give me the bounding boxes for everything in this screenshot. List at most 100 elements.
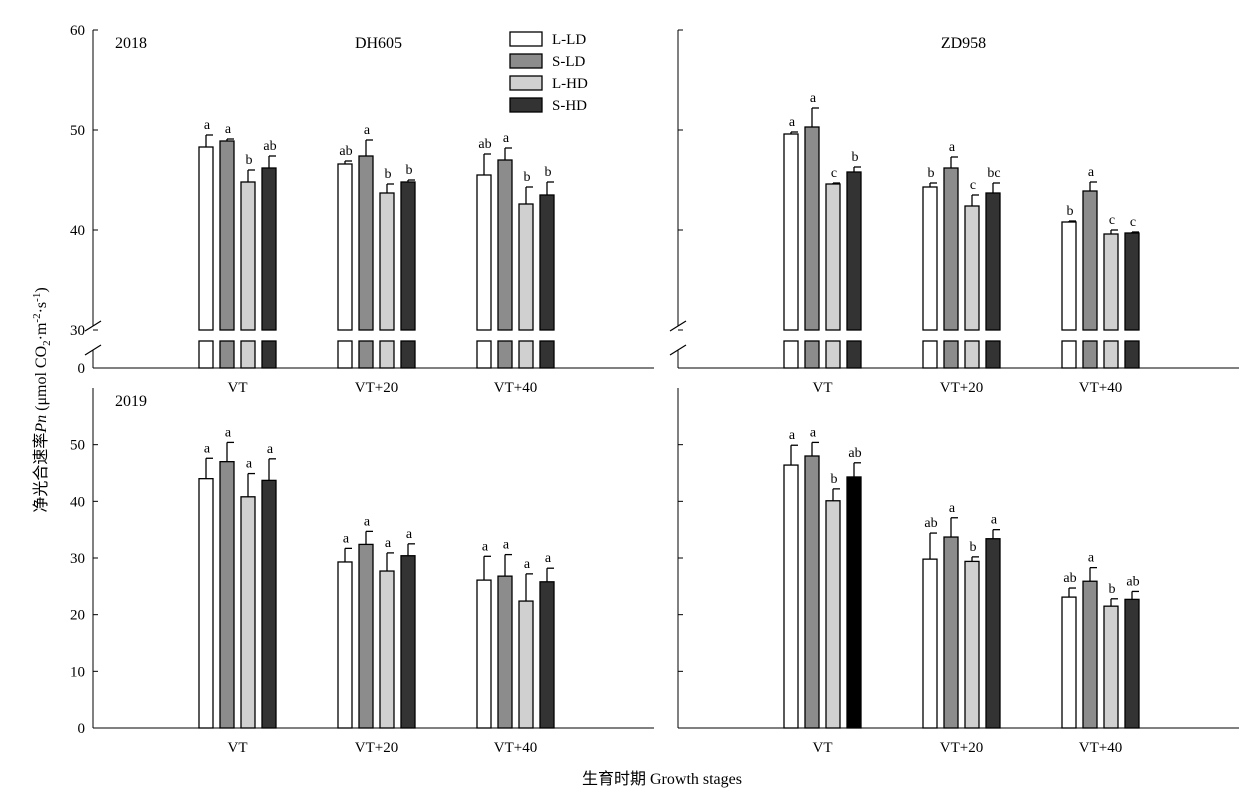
x-tick-label: VT+40 bbox=[494, 740, 537, 756]
x-tick-label: VT+20 bbox=[940, 740, 983, 756]
bar-S-LD bbox=[219, 140, 235, 331]
sig-letter: c bbox=[831, 166, 837, 181]
y-axis-title-part: -1 bbox=[31, 293, 43, 302]
x-axis-title: 生育时期 Growth stages bbox=[582, 770, 742, 788]
bar-L-HD bbox=[964, 560, 980, 729]
y-axis-title-part: ) bbox=[33, 287, 50, 292]
bar-S-HD bbox=[400, 181, 416, 331]
sig-letter: b bbox=[852, 150, 859, 165]
y-tick-label: 10 bbox=[70, 664, 85, 680]
bar-stub-L-HD bbox=[240, 340, 256, 369]
bar-stub-S-HD bbox=[985, 340, 1001, 369]
y-tick-label: 40 bbox=[70, 223, 85, 239]
sig-letter: a bbox=[267, 442, 274, 457]
bar-S-LD bbox=[943, 167, 959, 331]
sig-letter: a bbox=[524, 557, 531, 572]
sig-letter: a bbox=[1088, 551, 1095, 566]
bar-L-HD bbox=[825, 500, 841, 729]
year-label: 2018 bbox=[115, 35, 147, 52]
sig-letter: a bbox=[246, 457, 253, 472]
sig-letter: b bbox=[1067, 204, 1074, 219]
bar-S-HD bbox=[539, 194, 555, 331]
legend-label: L-HD bbox=[552, 76, 588, 92]
x-tick-label: VT+20 bbox=[355, 740, 398, 756]
sig-letter: a bbox=[810, 91, 817, 106]
sig-letter: a bbox=[406, 527, 413, 542]
bar-stub-S-HD bbox=[261, 340, 277, 369]
sig-letter: a bbox=[364, 123, 371, 138]
bar-stub-L-LD bbox=[337, 340, 353, 369]
y-tick-label: 50 bbox=[70, 123, 85, 139]
bar-L-LD bbox=[476, 579, 492, 729]
bar-L-LD bbox=[1061, 596, 1077, 729]
bar-stub-L-LD bbox=[476, 340, 492, 369]
bar-stub-S-LD bbox=[943, 340, 959, 369]
legend-swatch bbox=[509, 97, 543, 113]
bar-stub-L-LD bbox=[1061, 340, 1077, 369]
sig-letter: ab bbox=[263, 139, 276, 154]
x-tick-label: VT bbox=[228, 380, 248, 396]
bar-stub-S-HD bbox=[1124, 340, 1140, 369]
y-tick-label: 60 bbox=[70, 23, 85, 39]
y-tick-label: 0 bbox=[78, 721, 86, 737]
sig-letter: ab bbox=[1126, 574, 1139, 589]
variety-label: DH605 bbox=[355, 35, 402, 52]
bar-stub-L-HD bbox=[1103, 340, 1119, 369]
legend-label: S-HD bbox=[552, 98, 587, 114]
y-tick-label: 50 bbox=[70, 438, 85, 454]
y-tick-label: 40 bbox=[70, 494, 85, 510]
sig-letter: a bbox=[810, 425, 817, 440]
axis-break-mark bbox=[669, 344, 687, 356]
sig-letter: ab bbox=[339, 144, 352, 159]
bar-L-LD bbox=[1061, 221, 1077, 331]
bar-stub-L-HD bbox=[518, 340, 534, 369]
bar-S-LD bbox=[497, 575, 513, 729]
y-tick-label: 0 bbox=[78, 361, 86, 377]
y-axis-title-part: ·m bbox=[33, 322, 50, 340]
sig-letter: ab bbox=[848, 446, 861, 461]
sig-letter: a bbox=[545, 551, 552, 566]
sig-letter: a bbox=[204, 441, 211, 456]
bar-stub-S-HD bbox=[400, 340, 416, 369]
sig-letter: bc bbox=[987, 166, 1000, 181]
bar-L-LD bbox=[783, 464, 799, 729]
bar-stub-S-LD bbox=[219, 340, 235, 369]
y-axis-title: 净光合速率Pn (μmol CO2·m-2·s-1) bbox=[31, 287, 53, 512]
legend-swatch bbox=[509, 53, 543, 69]
x-tick-label: VT bbox=[813, 740, 833, 756]
bar-L-HD bbox=[964, 205, 980, 331]
bar-L-HD bbox=[1103, 605, 1119, 729]
sig-letter: b bbox=[524, 170, 531, 185]
sig-letter: b bbox=[1109, 582, 1116, 597]
bar-L-LD bbox=[476, 174, 492, 331]
y-axis-title-part: ·s bbox=[33, 302, 50, 314]
bar-S-HD bbox=[846, 171, 862, 331]
bar-L-LD bbox=[198, 146, 214, 331]
bar-stub-L-LD bbox=[922, 340, 938, 369]
y-tick-label: 30 bbox=[70, 551, 85, 567]
sig-letter: a bbox=[364, 514, 371, 529]
x-tick-label: VT bbox=[813, 380, 833, 396]
sig-letter: b bbox=[406, 163, 413, 178]
sig-letter: b bbox=[545, 165, 552, 180]
bar-S-LD bbox=[1082, 190, 1098, 331]
bar-stub-S-HD bbox=[539, 340, 555, 369]
bar-L-LD bbox=[337, 163, 353, 331]
bar-S-HD bbox=[261, 479, 277, 729]
bar-S-LD bbox=[804, 455, 820, 729]
bar-L-LD bbox=[922, 558, 938, 729]
bar-L-LD bbox=[783, 133, 799, 331]
bar-S-HD bbox=[539, 581, 555, 729]
bar-S-LD bbox=[219, 461, 235, 729]
sig-letter: b bbox=[831, 472, 838, 487]
sig-letter: a bbox=[225, 425, 232, 440]
sig-letter: b bbox=[385, 167, 392, 182]
y-axis-title-part: 净光合速率 bbox=[32, 433, 50, 513]
y-axis-title-part: -2 bbox=[31, 313, 43, 322]
sig-letter: a bbox=[1088, 165, 1095, 180]
y-tick-label: 20 bbox=[70, 608, 85, 624]
sig-letter: a bbox=[789, 428, 796, 443]
